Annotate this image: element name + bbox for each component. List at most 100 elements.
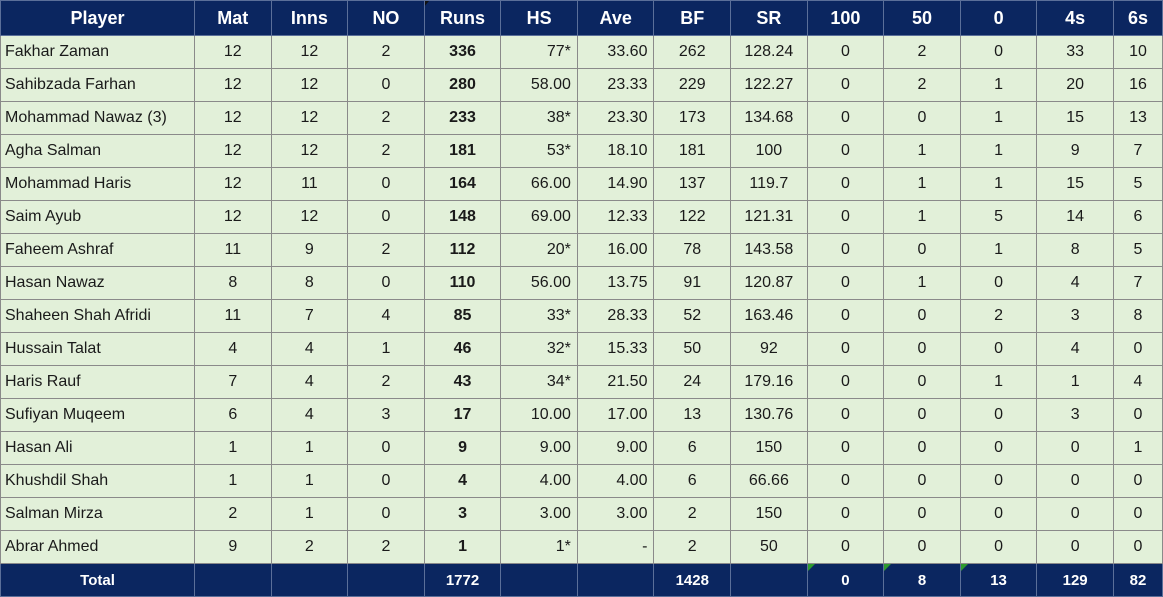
cell-4s[interactable]: 33 xyxy=(1036,35,1114,69)
cell-runs[interactable]: 233 xyxy=(423,101,502,135)
cell-50[interactable]: 0 xyxy=(883,233,961,267)
cell-hs[interactable]: 4.00 xyxy=(500,464,578,498)
cell-bf[interactable]: 2 xyxy=(653,530,732,564)
col-header-6s[interactable]: 6s xyxy=(1112,0,1163,36)
cell-50[interactable]: 1 xyxy=(883,200,961,234)
cell-inns[interactable]: 12 xyxy=(270,200,349,234)
cell-runs[interactable]: 85 xyxy=(423,299,502,333)
cell-4s[interactable]: 15 xyxy=(1036,167,1114,201)
cell-no[interactable]: 2 xyxy=(347,101,425,135)
cell-bf[interactable]: 6 xyxy=(653,431,732,465)
cell-0[interactable]: 2 xyxy=(959,299,1038,333)
col-header-50[interactable]: 50 xyxy=(883,0,961,36)
cell-ave[interactable]: 21.50 xyxy=(576,365,655,399)
cell-6s[interactable]: 0 xyxy=(1112,332,1163,366)
cell-hs[interactable]: 66.00 xyxy=(500,167,578,201)
cell-inns[interactable]: 7 xyxy=(270,299,349,333)
col-header-4s[interactable]: 4s xyxy=(1036,0,1114,36)
cell-100[interactable]: 0 xyxy=(806,266,885,300)
cell-6s[interactable]: 8 xyxy=(1112,299,1163,333)
cell-sr[interactable]: 121.31 xyxy=(730,200,808,234)
cell-50[interactable]: 0 xyxy=(883,530,961,564)
cell-ave[interactable]: 23.33 xyxy=(576,68,655,102)
cell-player[interactable]: Hasan Nawaz xyxy=(0,266,195,300)
cell-100[interactable]: 0 xyxy=(806,68,885,102)
cell-4s[interactable]: 3 xyxy=(1036,299,1114,333)
cell-runs[interactable]: 280 xyxy=(423,68,502,102)
cell-mat[interactable]: 12 xyxy=(194,35,272,69)
cell-no[interactable]: 4 xyxy=(347,299,425,333)
cell-runs[interactable]: 181 xyxy=(423,134,502,168)
cell-6s[interactable]: 13 xyxy=(1112,101,1163,135)
col-header-runs[interactable]: Runs xyxy=(423,0,502,36)
cell-50[interactable]: 2 xyxy=(883,35,961,69)
cell-4s[interactable]: 9 xyxy=(1036,134,1114,168)
col-header-player[interactable]: Player xyxy=(0,0,195,36)
cell-0[interactable]: 0 xyxy=(959,266,1038,300)
cell-runs[interactable]: 164 xyxy=(423,167,502,201)
cell-100[interactable]: 0 xyxy=(806,299,885,333)
cell-runs[interactable]: 46 xyxy=(423,332,502,366)
cell-6s[interactable]: 0 xyxy=(1112,530,1163,564)
cell-4s[interactable]: 15 xyxy=(1036,101,1114,135)
cell-bf[interactable]: 2 xyxy=(653,497,732,531)
cell-hs[interactable]: 53* xyxy=(500,134,578,168)
cell-bf[interactable]: 78 xyxy=(653,233,732,267)
cell-inns[interactable]: 8 xyxy=(270,266,349,300)
cell-no[interactable]: 1 xyxy=(347,332,425,366)
cell-ave[interactable]: 17.00 xyxy=(576,398,655,432)
cell-no[interactable]: 0 xyxy=(347,266,425,300)
cell-inns[interactable]: 4 xyxy=(270,332,349,366)
cell-sr[interactable]: 92 xyxy=(730,332,808,366)
cell-mat[interactable]: 11 xyxy=(194,233,272,267)
cell-hs[interactable]: 69.00 xyxy=(500,200,578,234)
cell-sr[interactable]: 130.76 xyxy=(730,398,808,432)
cell-bf[interactable]: 173 xyxy=(653,101,732,135)
cell-inns[interactable]: 12 xyxy=(270,35,349,69)
cell-6s[interactable]: 4 xyxy=(1112,365,1163,399)
cell-ave[interactable]: 13.75 xyxy=(576,266,655,300)
cell-mat[interactable]: 8 xyxy=(194,266,272,300)
cell-runs[interactable]: 43 xyxy=(423,365,502,399)
cell-0[interactable]: 0 xyxy=(959,398,1038,432)
cell-runs[interactable]: 148 xyxy=(423,200,502,234)
cell-runs[interactable]: 112 xyxy=(423,233,502,267)
cell-6s[interactable]: 0 xyxy=(1112,497,1163,531)
cell-sr[interactable]: 50 xyxy=(730,530,808,564)
col-header-bf[interactable]: BF xyxy=(653,0,732,36)
cell-player[interactable]: Sufiyan Muqeem xyxy=(0,398,195,432)
cell-6s[interactable]: 7 xyxy=(1112,266,1163,300)
cell-sr[interactable]: 143.58 xyxy=(730,233,808,267)
cell-4s[interactable]: 20 xyxy=(1036,68,1114,102)
cell-no[interactable]: 2 xyxy=(347,365,425,399)
cell-mat[interactable]: 12 xyxy=(194,200,272,234)
cell-inns[interactable]: 1 xyxy=(270,497,349,531)
col-header-mat[interactable]: Mat xyxy=(194,0,272,36)
cell-6s[interactable]: 10 xyxy=(1112,35,1163,69)
cell-0[interactable]: 1 xyxy=(959,233,1038,267)
cell-6s[interactable]: 7 xyxy=(1112,134,1163,168)
col-header-sr[interactable]: SR xyxy=(730,0,808,36)
cell-player[interactable]: Abrar Ahmed xyxy=(0,530,195,564)
cell-4s[interactable]: 4 xyxy=(1036,332,1114,366)
cell-sr[interactable]: 66.66 xyxy=(730,464,808,498)
cell-mat[interactable]: 12 xyxy=(194,134,272,168)
cell-6s[interactable]: 5 xyxy=(1112,233,1163,267)
cell-4s[interactable]: 0 xyxy=(1036,530,1114,564)
cell-inns[interactable]: 12 xyxy=(270,101,349,135)
cell-inns[interactable]: 4 xyxy=(270,398,349,432)
cell-runs[interactable]: 336 xyxy=(423,35,502,69)
col-header-no[interactable]: NO xyxy=(347,0,425,36)
cell-ave[interactable]: 15.33 xyxy=(576,332,655,366)
col-header-0[interactable]: 0 xyxy=(959,0,1038,36)
cell-no[interactable]: 2 xyxy=(347,35,425,69)
cell-sr[interactable]: 150 xyxy=(730,497,808,531)
cell-4s[interactable]: 4 xyxy=(1036,266,1114,300)
cell-bf[interactable]: 6 xyxy=(653,464,732,498)
cell-sr[interactable]: 163.46 xyxy=(730,299,808,333)
cell-player[interactable]: Mohammad Nawaz (3) xyxy=(0,101,195,135)
cell-bf[interactable]: 137 xyxy=(653,167,732,201)
cell-player[interactable]: Sahibzada Farhan xyxy=(0,68,195,102)
cell-player[interactable]: Shaheen Shah Afridi xyxy=(0,299,195,333)
cell-ave[interactable]: 33.60 xyxy=(576,35,655,69)
